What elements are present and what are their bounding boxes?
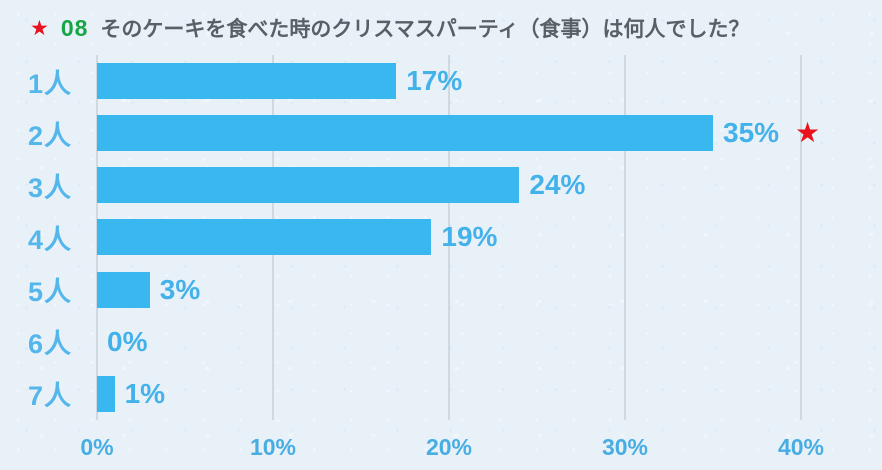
value-label: 1% [124,377,166,409]
bar-rows: 1人 17% 2人 35% ★ 3人 24% 4人 19% 5人 3% 6人 0% 7人 1% [28,55,820,420]
bar [97,115,713,152]
value-label: 24% [529,169,586,201]
x-axis: 0% 10% 20% 30% 40% [80,420,824,460]
bar [97,63,397,100]
value-label: 0% [107,325,148,357]
bar [97,167,520,204]
question-text: そのケーキを食べた時のクリスマスパーティ（食事）は何人でした？ [100,18,750,41]
bar-row: 6人 0% [28,316,801,368]
category-label: 2人 [28,120,73,151]
chart-title: ★ 08 そのケーキを食べた時のクリスマスパーティ（食事）は何人でした？ [30,13,750,43]
x-tick-label: 10% [249,434,297,460]
plot-area: 1人 17% 2人 35% ★ 3人 24% 4人 19% 5人 3% 6人 0% 7人 1% 0% 10% 2… [28,55,824,460]
bar [97,375,115,412]
x-tick-label: 30% [601,434,649,460]
max-star-icon: ★ [795,117,821,149]
value-label: 17% [406,65,463,97]
x-tick-label: 40% [777,434,825,460]
bar-row: 2人 35% ★ [28,107,820,159]
category-label: 5人 [28,277,73,308]
category-label: 4人 [28,224,73,255]
bar-row: 7人 1% [28,368,801,420]
bar [97,219,432,256]
category-label: 3人 [28,172,73,203]
category-label: 1人 [28,68,73,99]
bar-row: 5人 3% [28,264,801,316]
gridline [448,55,450,420]
category-label: 6人 [28,329,73,360]
value-label: 35% [723,117,780,149]
value-label: 3% [159,273,201,305]
star-icon: ★ [30,16,49,40]
value-label: 19% [441,221,498,253]
category-label: 7人 [28,381,73,412]
gridline [800,55,802,420]
bar-row: 1人 17% [28,55,801,107]
gridline [624,55,626,420]
bar-row: 4人 19% [28,211,801,263]
x-tick-label: 0% [80,434,114,460]
bar [97,271,150,308]
bar-row: 3人 24% [28,159,801,211]
x-tick-label: 20% [425,434,473,460]
question-number: 08 [60,14,89,41]
